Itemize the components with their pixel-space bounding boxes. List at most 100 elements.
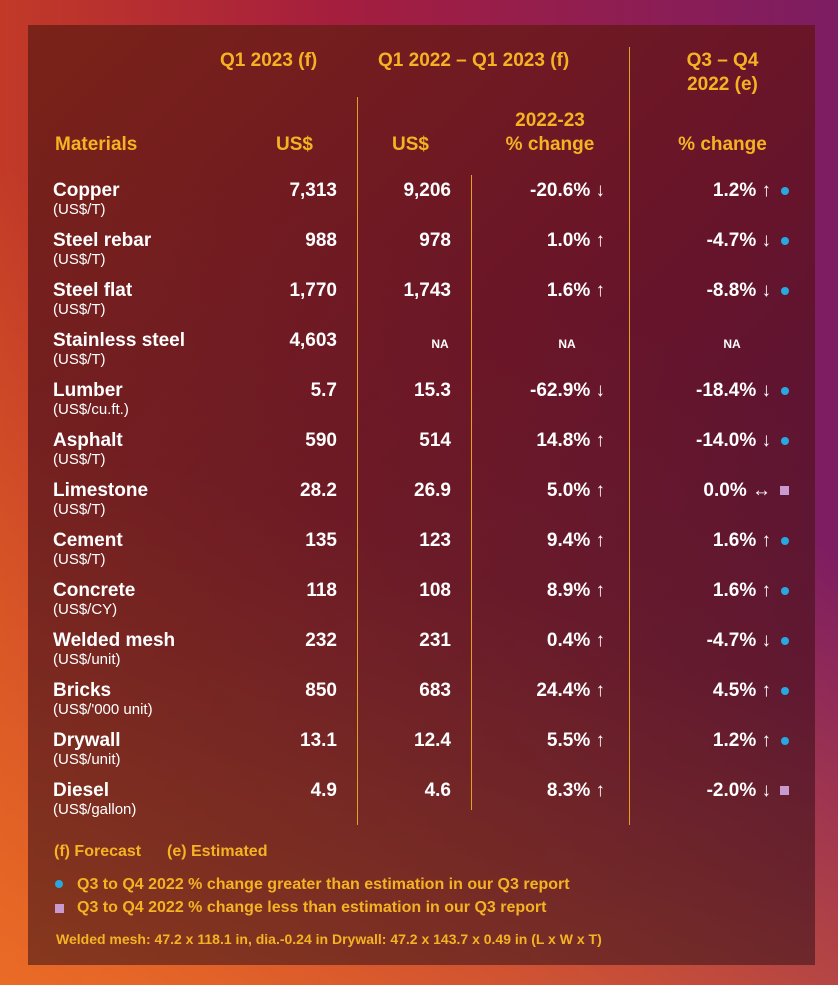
- blue-dot-icon: [781, 387, 789, 395]
- q1-2023-price: 232: [305, 630, 337, 651]
- q1-2022-price: 108: [419, 580, 451, 601]
- purple-square-icon: [55, 904, 64, 913]
- header-change-yoy: % change: [505, 134, 595, 155]
- q1-2022-price: 1,743: [403, 280, 451, 301]
- yoy-change: 9.4% ↑: [546, 530, 605, 551]
- blue-dot-icon: [781, 187, 789, 195]
- yoy-change: 0.4% ↑: [546, 630, 605, 651]
- qoq-change: 1.2% ↑: [712, 180, 771, 201]
- qoq-change: -4.7% ↓: [706, 630, 771, 651]
- header-q1-2022-q1-2023: Q1 2022 – Q1 2023 (f): [378, 50, 570, 71]
- material-unit: (US$/gallon): [53, 801, 137, 818]
- qoq-change: 0.0% ↔: [703, 480, 771, 501]
- dimensions-note: Welded mesh: 47.2 x 118.1 in, dia.-0.24 …: [56, 931, 602, 947]
- material-name: Lumber: [53, 380, 123, 401]
- blue-dot-icon: [781, 237, 789, 245]
- header-materials: Materials: [55, 134, 138, 155]
- material-unit: (US$/T): [53, 201, 106, 218]
- q1-2022-price: 12.4: [414, 730, 451, 751]
- header-us-q1-2023: US$: [276, 134, 313, 155]
- q1-2022-price: 123: [419, 530, 451, 551]
- material-name: Drywall: [53, 730, 121, 751]
- qoq-change: 4.5% ↑: [712, 680, 771, 701]
- material-name: Cement: [53, 530, 123, 551]
- qoq-change: 1.2% ↑: [712, 730, 771, 751]
- material-unit: (US$/T): [53, 501, 106, 518]
- qoq-change: -4.7% ↓: [706, 230, 771, 251]
- blue-dot-icon: [781, 437, 789, 445]
- material-unit: (US$/'000 unit): [53, 701, 153, 718]
- blue-dot-icon: [781, 687, 789, 695]
- q1-2023-price: 28.2: [300, 480, 337, 501]
- material-unit: (US$/unit): [53, 751, 121, 768]
- material-name: Stainless steel: [53, 330, 186, 351]
- yoy-change: 14.8% ↑: [536, 430, 605, 451]
- q1-2022-price: 514: [419, 430, 451, 451]
- q1-2023-price: 7,313: [289, 180, 337, 201]
- q1-2022-price: 683: [419, 680, 451, 701]
- material-unit: (US$/cu.ft.): [53, 401, 129, 418]
- material-name: Steel rebar: [53, 230, 152, 251]
- q1-2023-price: 135: [305, 530, 337, 551]
- q1-2023-price: 5.7: [310, 380, 337, 401]
- blue-dot-icon: [781, 737, 789, 745]
- purple-square-icon: [780, 486, 789, 495]
- material-unit: (US$/T): [53, 301, 106, 318]
- q1-2022-price: 9,206: [403, 180, 451, 201]
- yoy-change: 5.5% ↑: [546, 730, 605, 751]
- material-name: Asphalt: [53, 430, 123, 451]
- q1-2022-price: 4.6: [424, 780, 451, 801]
- header-change-year: 2022-23: [515, 110, 585, 131]
- q1-2023-price: 4.9: [310, 780, 337, 801]
- q1-2022-price: NA: [431, 337, 449, 351]
- legend-estimated: (e) Estimated: [167, 843, 268, 860]
- column-divider: [357, 97, 358, 825]
- q1-2023-price: 590: [305, 430, 337, 451]
- material-name: Bricks: [53, 680, 112, 701]
- header-q1-2023: Q1 2023 (f): [220, 50, 318, 71]
- material-name: Diesel: [53, 780, 109, 801]
- material-name: Concrete: [53, 580, 136, 601]
- blue-dot-icon: [781, 637, 789, 645]
- material-unit: (US$/T): [53, 351, 106, 368]
- qoq-change: -8.8% ↓: [706, 280, 771, 301]
- column-divider: [471, 175, 472, 810]
- qoq-change: NA: [723, 337, 741, 351]
- header-change-qoq: % change: [678, 134, 767, 155]
- column-divider: [629, 47, 630, 825]
- q1-2022-price: 231: [419, 630, 451, 651]
- q1-2023-price: 1,770: [289, 280, 337, 301]
- header-us-q1-2022: US$: [392, 134, 429, 155]
- q1-2022-price: 978: [419, 230, 451, 251]
- legend-forecast: (f) Forecast: [54, 843, 142, 860]
- blue-dot-icon: [781, 537, 789, 545]
- yoy-change: 1.6% ↑: [546, 280, 605, 301]
- material-name: Limestone: [53, 480, 149, 501]
- blue-dot-icon: [55, 880, 63, 888]
- legend-square-text: Q3 to Q4 2022 % change less than estimat…: [77, 899, 547, 916]
- yoy-change: 24.4% ↑: [536, 680, 605, 701]
- yoy-change: 8.3% ↑: [546, 780, 605, 801]
- yoy-change: -62.9% ↓: [530, 380, 605, 401]
- purple-square-icon: [780, 786, 789, 795]
- yoy-change: 8.9% ↑: [546, 580, 605, 601]
- q1-2023-price: 4,603: [289, 330, 337, 351]
- yoy-change: 5.0% ↑: [546, 480, 605, 501]
- blue-dot-icon: [781, 287, 789, 295]
- q1-2022-price: 15.3: [414, 380, 451, 401]
- material-name: Steel flat: [53, 280, 133, 301]
- material-unit: (US$/T): [53, 251, 106, 268]
- legend-dot-text: Q3 to Q4 2022 % change greater than esti…: [77, 876, 570, 893]
- header-q3-q4-line1: Q3 – Q4: [686, 50, 759, 71]
- qoq-change: 1.6% ↑: [712, 580, 771, 601]
- material-unit: (US$/T): [53, 451, 106, 468]
- material-name: Welded mesh: [53, 630, 176, 651]
- blue-dot-icon: [781, 587, 789, 595]
- qoq-change: -2.0% ↓: [706, 780, 771, 801]
- material-unit: (US$/unit): [53, 651, 121, 668]
- material-name: Copper: [53, 180, 120, 201]
- table-panel: [28, 25, 815, 965]
- q1-2023-price: 850: [305, 680, 337, 701]
- yoy-change: -20.6% ↓: [530, 180, 605, 201]
- yoy-change: NA: [558, 337, 576, 351]
